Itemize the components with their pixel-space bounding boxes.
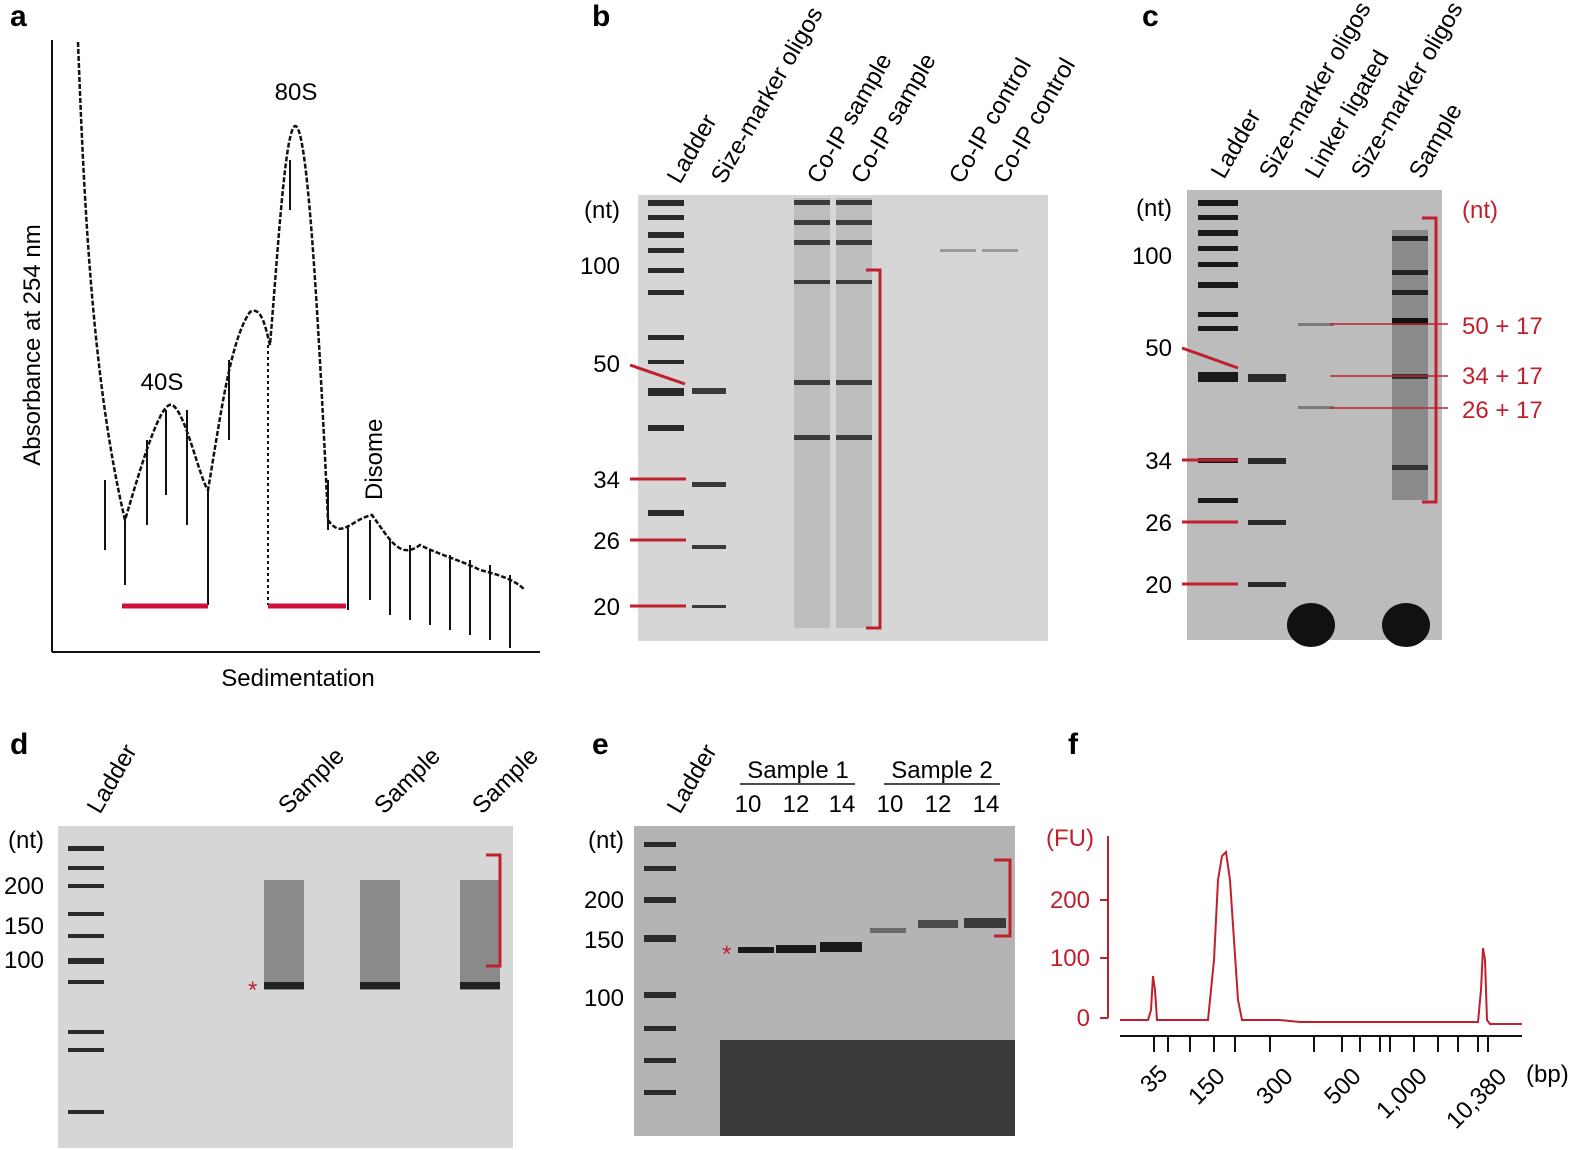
- gel-c-marker-lines: [1181, 346, 1239, 586]
- peak-80s-label: 80S: [275, 79, 318, 106]
- gel-c-annotation-lines: [1330, 323, 1448, 409]
- gel-b-marker-50: 50: [593, 351, 620, 378]
- gel-e-sample-bands: [738, 918, 1006, 953]
- cycle-14-s2: 14: [973, 791, 1000, 818]
- gel-e-marker-200: 200: [584, 887, 624, 914]
- gel-d-unit: (nt): [8, 827, 44, 854]
- panel-d: d Ladder Sample Sample Sample (nt) 200 1…: [4, 728, 544, 1148]
- lane-ladder: Ladder: [662, 740, 723, 818]
- gel-d-marker-100: 100: [4, 947, 44, 974]
- panel-b: b Ladder Size-marke: [580, 0, 1081, 641]
- profile-trace: [76, 41, 526, 591]
- gel-b-size-markers: [692, 388, 726, 608]
- lane-sample: Sample: [1404, 99, 1468, 183]
- gel-c-bracket: [1422, 216, 1438, 504]
- gel-b-marker-34: 34: [593, 467, 620, 494]
- panel-f-xtick-35: 35: [1135, 1060, 1173, 1098]
- panel-d-label: d: [10, 728, 28, 761]
- annotation-34-17: 34 + 17: [1462, 363, 1543, 390]
- panel-c-label: c: [1142, 0, 1159, 33]
- panel-e-label: e: [592, 728, 609, 761]
- gel-b-lane-labels: Ladder Size-marker oligos Co-IP sample C…: [662, 2, 1081, 188]
- gel-d-ladder-lane: [68, 846, 104, 1114]
- gel-d-star: *: [248, 977, 257, 1004]
- group-sample-2: Sample 2: [891, 757, 992, 784]
- panel-e: e Ladder Sample 1 Sample 2 10 12 14 10 1…: [584, 728, 1015, 1136]
- gel-c-marker-100: 100: [1132, 243, 1172, 270]
- gel-e-ladder-lane: [644, 842, 676, 1095]
- gel-e-dark-region: [720, 1040, 1015, 1136]
- gel-b-marker-20: 20: [593, 594, 620, 621]
- panel-f-ytick-0: 0: [1077, 1005, 1090, 1032]
- panel-c: c Ladder: [1132, 0, 1543, 647]
- gel-c-unit: (nt): [1136, 195, 1172, 222]
- gel-b-coip-samples: [794, 198, 872, 628]
- annotation-26-17: 26 + 17: [1462, 397, 1543, 424]
- gel-c-linker-lane: [1287, 323, 1335, 647]
- gel-c-marker-50: 50: [1145, 335, 1172, 362]
- gel-e-bracket: [994, 858, 1012, 938]
- gel-d-marker-200: 200: [4, 873, 44, 900]
- panel-a-xlabel: Sedimentation: [221, 665, 374, 692]
- peak-disome-label: Disome: [361, 419, 388, 500]
- panel-f-xlabel: (bp): [1526, 1061, 1569, 1088]
- panel-f: f (FU) 200 100 0: [1046, 728, 1569, 1134]
- panel-f-ytick-100: 100: [1050, 945, 1090, 972]
- panel-f-y-ticks: [1100, 899, 1108, 1019]
- panel-f-x-ticks: [1153, 1036, 1489, 1052]
- gel-c-lane-labels: Ladder Size-marker oligos Linker ligated…: [1206, 0, 1469, 183]
- gel-e-unit: (nt): [588, 827, 624, 854]
- gel-e-marker-100: 100: [584, 985, 624, 1012]
- gel-b-unit: (nt): [584, 197, 620, 224]
- cycle-12-s1: 12: [783, 791, 810, 818]
- gel-b-bracket: [866, 268, 882, 630]
- gel-c-marker-34: 34: [1145, 448, 1172, 475]
- panel-f-label: f: [1068, 728, 1079, 761]
- peak-40s-label: 40S: [141, 369, 184, 396]
- gel-d-marker-150: 150: [4, 913, 44, 940]
- panel-f-xtick-150: 150: [1183, 1063, 1230, 1110]
- gel-b-marker-26: 26: [593, 528, 620, 555]
- gel-b-coip-controls: [940, 249, 1018, 252]
- group-sample-1: Sample 1: [747, 757, 848, 784]
- gel-b-marker-100: 100: [580, 253, 620, 280]
- gel-b-marker-lines: [629, 363, 686, 608]
- gel-c-unit-right: (nt): [1462, 197, 1498, 224]
- panel-a: a Absorbance at 254 nm Sedimentation: [10, 0, 540, 692]
- gel-b-ladder-lane: [648, 200, 684, 516]
- panel-a-label: a: [10, 0, 27, 33]
- gel-c-ladder-lane: [1198, 200, 1238, 503]
- gel-c-size-marker-lane: [1248, 374, 1286, 587]
- gel-e-star: *: [722, 941, 731, 968]
- lane-sample-3: Sample: [467, 743, 544, 820]
- panel-a-ylabel: Absorbance at 254 nm: [19, 224, 46, 466]
- cycle-12-s2: 12: [925, 791, 952, 818]
- panel-f-ylabel: (FU): [1046, 825, 1094, 852]
- cycle-14-s1: 14: [829, 791, 856, 818]
- panel-f-xtick-10380: 10,380: [1441, 1063, 1512, 1134]
- bioanalyzer-trace: [1120, 849, 1522, 1025]
- panel-f-ytick-200: 200: [1050, 887, 1090, 914]
- gel-d-lane-labels: Ladder Sample Sample Sample: [82, 740, 544, 819]
- panel-f-xtick-300: 300: [1251, 1063, 1298, 1110]
- lane-sample-2: Sample: [369, 743, 446, 820]
- cycle-10-s2: 10: [877, 791, 904, 818]
- gel-e-marker-150: 150: [584, 927, 624, 954]
- cycle-10-s1: 10: [735, 791, 762, 818]
- panel-f-xtick-500: 500: [1319, 1063, 1366, 1110]
- gel-c-marker-20: 20: [1145, 572, 1172, 599]
- lane-ladder: Ladder: [82, 740, 143, 818]
- gel-c-marker-26: 26: [1145, 510, 1172, 537]
- panel-f-xtick-1000: 1,000: [1371, 1063, 1433, 1125]
- fraction-ticks: [104, 160, 511, 648]
- panel-b-label: b: [592, 0, 610, 33]
- gel-d-sample-lanes: [264, 880, 500, 990]
- lane-sample-1: Sample: [273, 743, 350, 820]
- gel-d-bracket: [486, 853, 502, 968]
- annotation-50-17: 50 + 17: [1462, 313, 1543, 340]
